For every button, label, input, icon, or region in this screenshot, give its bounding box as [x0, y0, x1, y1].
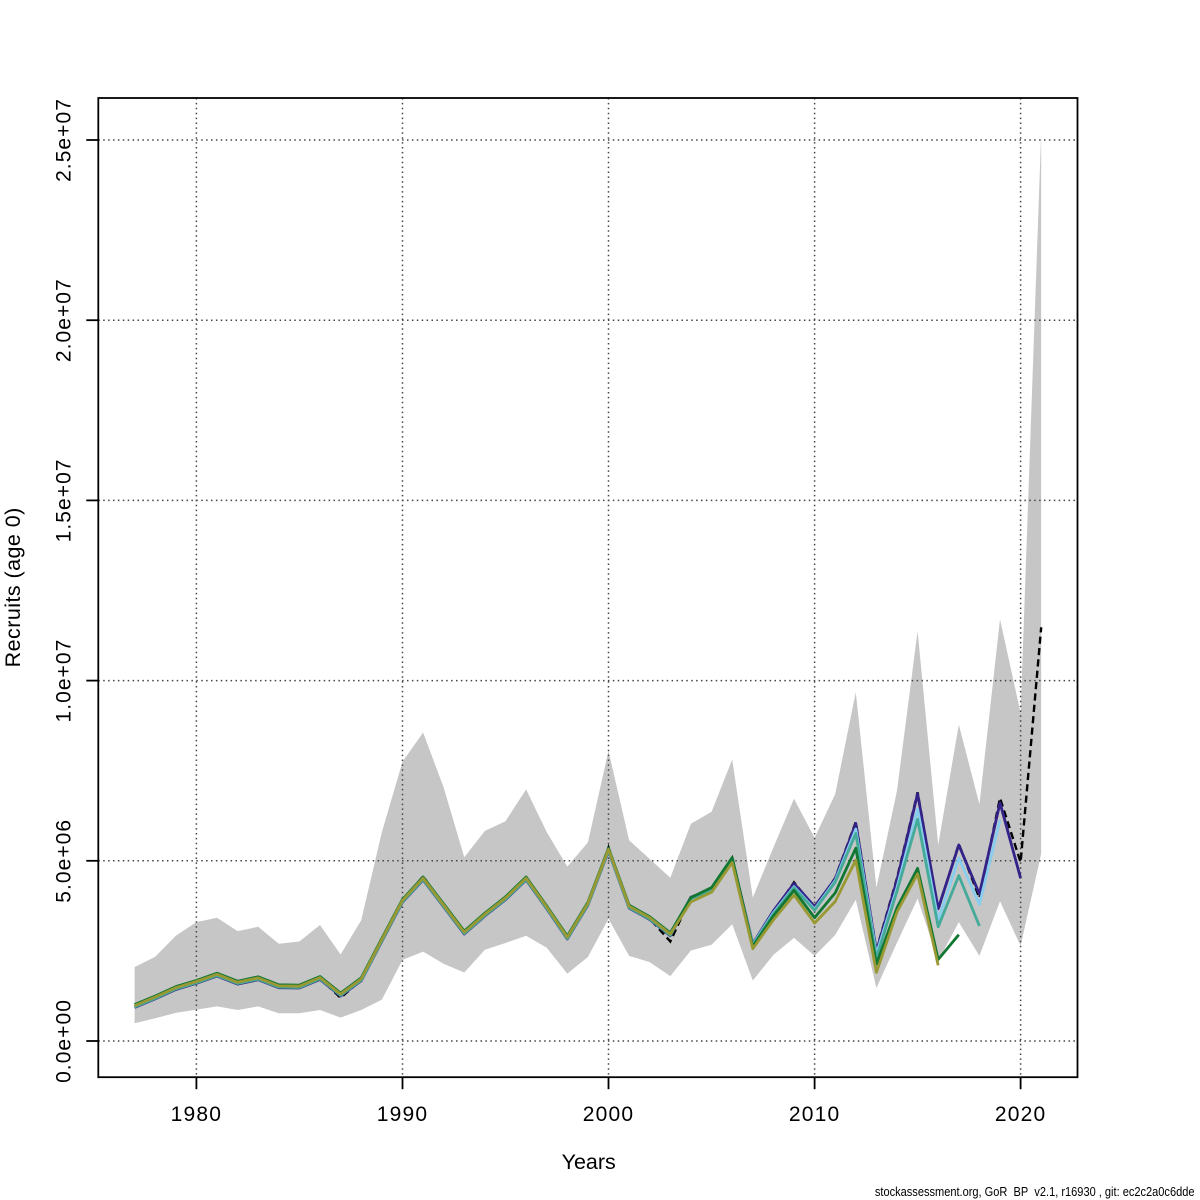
svg-text:0.0e+00: 0.0e+00: [53, 999, 76, 1083]
svg-text:2000: 2000: [583, 1103, 635, 1126]
svg-text:5.0e+06: 5.0e+06: [53, 819, 76, 903]
svg-text:stockassessment.org, GoR BP: stockassessment.org, GoR BP v2.1, r16930…: [875, 1184, 1195, 1199]
svg-text:1.0e+07: 1.0e+07: [53, 639, 76, 723]
svg-text:1990: 1990: [377, 1103, 429, 1126]
svg-text:2020: 2020: [995, 1103, 1047, 1126]
svg-text:2010: 2010: [789, 1103, 841, 1126]
svg-text:1980: 1980: [171, 1103, 223, 1126]
svg-text:Recruits (age 0): Recruits (age 0): [1, 507, 25, 667]
svg-text:1.5e+07: 1.5e+07: [53, 458, 76, 542]
svg-text:2.5e+07: 2.5e+07: [53, 98, 76, 182]
svg-text:Years: Years: [562, 1150, 616, 1174]
svg-text:2.0e+07: 2.0e+07: [53, 278, 76, 362]
